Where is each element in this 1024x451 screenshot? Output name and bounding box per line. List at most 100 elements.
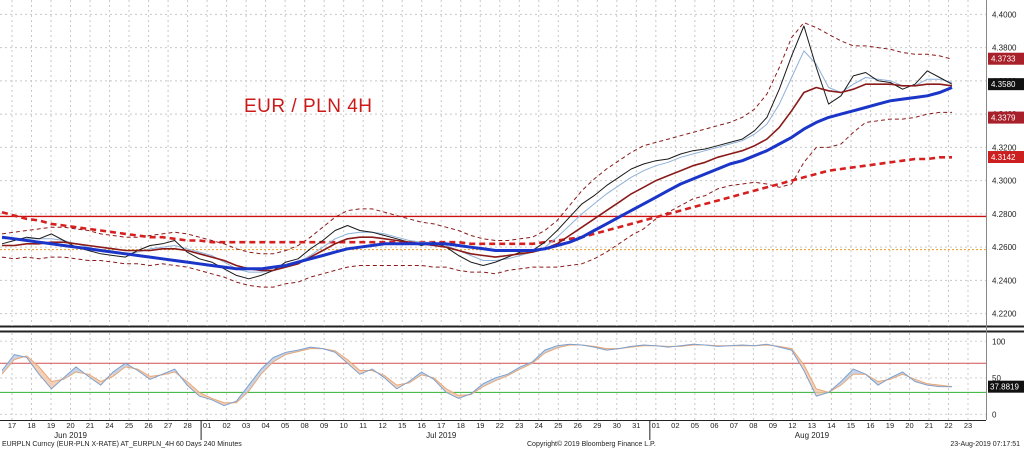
x-tick-label: 29	[593, 421, 601, 430]
x-tick-label: 12	[788, 421, 796, 430]
oscillator-fill	[816, 388, 829, 397]
long-ma-series	[1, 156, 952, 246]
oscillator-fill	[803, 364, 817, 397]
oscillator-fill	[39, 366, 52, 389]
x-tick-label: 03	[242, 421, 250, 430]
footer-timestamp: 23-Aug-2019 07:17:51	[950, 441, 1020, 448]
x-tick-label: 19	[886, 421, 894, 430]
x-tick-label: 22	[496, 421, 504, 430]
oscillator-tick-label: 0	[992, 410, 997, 419]
x-tick-label: 23	[515, 421, 523, 430]
y-tick-label: 4.4000	[992, 10, 1017, 19]
x-tick-label: 26	[574, 421, 582, 430]
footer: EURPLN Curncy (EUR-PLN X-RATE) AT_EURPLN…	[0, 440, 1024, 451]
x-tick-label: 17	[8, 421, 16, 430]
x-tick-label: 08	[749, 421, 757, 430]
mid-ma-series	[2, 83, 953, 272]
x-tick-label: 20	[905, 421, 913, 430]
x-tick-label: 02	[671, 421, 679, 430]
x-tick-label: 08	[300, 421, 308, 430]
x-tick-label: 17	[437, 421, 445, 430]
x-tick-label: 28	[183, 421, 191, 430]
price-tag	[988, 111, 1024, 124]
oscillator-fill	[2, 354, 15, 375]
price-tag-label: 4.3379	[991, 114, 1016, 123]
x-tick-label: 18	[457, 421, 465, 430]
month-label: Aug 2019	[795, 431, 830, 440]
x-tick-label: 14	[827, 421, 835, 430]
y-tick-label: 4.3000	[992, 177, 1017, 186]
x-tick-label: 01	[652, 421, 660, 430]
oscillator-fill	[187, 381, 200, 397]
x-tick-label: 07	[730, 421, 738, 430]
x-tick-label: 25	[125, 421, 133, 430]
x-tick-label: 15	[847, 421, 855, 430]
price-tag-label: 4.3580	[991, 80, 1016, 89]
chart-svg: 4.40004.38004.36004.34004.32004.30004.28…	[0, 0, 1024, 440]
x-tick-label: 04	[261, 421, 269, 430]
price-panel	[0, 0, 986, 326]
x-tick-label: 01	[203, 421, 211, 430]
x-tick-label: 06	[710, 421, 718, 430]
x-tick-label: 13	[808, 421, 816, 430]
x-tick-label: 21	[925, 421, 933, 430]
price-tag-label: 4.3142	[991, 153, 1016, 162]
oscillator-fill	[347, 359, 360, 375]
oscillator-tick-label: 50	[992, 374, 1001, 383]
y-tick-label: 4.2600	[992, 243, 1017, 252]
x-tick-label: 19	[476, 421, 484, 430]
price-series	[1, 25, 953, 280]
x-tick-label: 16	[866, 421, 874, 430]
x-tick-label: 19	[47, 421, 55, 430]
x-tick-label: 18	[27, 421, 35, 430]
oscillator-fill	[483, 377, 496, 387]
x-tick-label: 12	[379, 421, 387, 430]
x-tick-label: 05	[691, 421, 699, 430]
oscillator-fill	[248, 369, 262, 391]
x-tick-label: 11	[359, 421, 367, 430]
x-tick-label: 09	[320, 421, 328, 430]
oscillator-fill	[446, 388, 459, 399]
month-label: Jul 2019	[426, 431, 457, 440]
oscillator-fill	[113, 363, 126, 377]
footer-security: EURPLN Curncy (EUR-PLN X-RATE) AT_EURPLN…	[2, 441, 242, 448]
y-tick-label: 4.3800	[992, 44, 1017, 53]
x-tick-label: 24	[535, 421, 543, 430]
price-tag	[988, 78, 1024, 91]
x-tick-label: 27	[164, 421, 172, 430]
x-tick-label: 02	[222, 421, 230, 430]
x-tick-label: 09	[769, 421, 777, 430]
oscillator-fill	[544, 345, 558, 353]
oscillator-fill	[261, 357, 274, 375]
oscillator-fill	[841, 369, 854, 386]
fast-ma-series	[2, 50, 953, 273]
x-tick-label: 20	[66, 421, 74, 430]
x-tick-label: 10	[340, 421, 348, 430]
upper-band-series	[1, 22, 953, 255]
x-tick-label: 21	[86, 421, 94, 430]
x-tick-label: 24	[105, 421, 113, 430]
x-tick-label: 05	[281, 421, 289, 430]
oscillator-tick-label: 100	[992, 337, 1006, 346]
y-tick-label: 4.2800	[992, 210, 1017, 219]
oscillator-value-tag	[988, 380, 1024, 393]
x-tick-label: 23	[964, 421, 972, 430]
x-tick-label: 26	[144, 421, 152, 430]
x-tick-label: 15	[398, 421, 406, 430]
price-tag	[988, 151, 1024, 164]
slow-ma-series	[1, 86, 953, 271]
oscillator-value-label: 37.8819	[990, 383, 1019, 392]
oscillator-k-line	[1, 343, 953, 407]
x-tick-label: 16	[418, 421, 426, 430]
price-tag	[988, 52, 1024, 65]
x-tick-label: 31	[632, 421, 640, 430]
y-tick-label: 4.3200	[992, 143, 1017, 152]
y-tick-label: 4.2200	[992, 310, 1017, 319]
month-label: Jun 2019	[54, 431, 87, 440]
y-tick-label: 4.2400	[992, 276, 1017, 285]
x-tick-label: 25	[554, 421, 562, 430]
x-tick-label: 30	[613, 421, 621, 430]
x-tick-label: 22	[944, 421, 952, 430]
footer-copyright: Copyright© 2019 Bloomberg Finance L.P.	[527, 441, 656, 448]
